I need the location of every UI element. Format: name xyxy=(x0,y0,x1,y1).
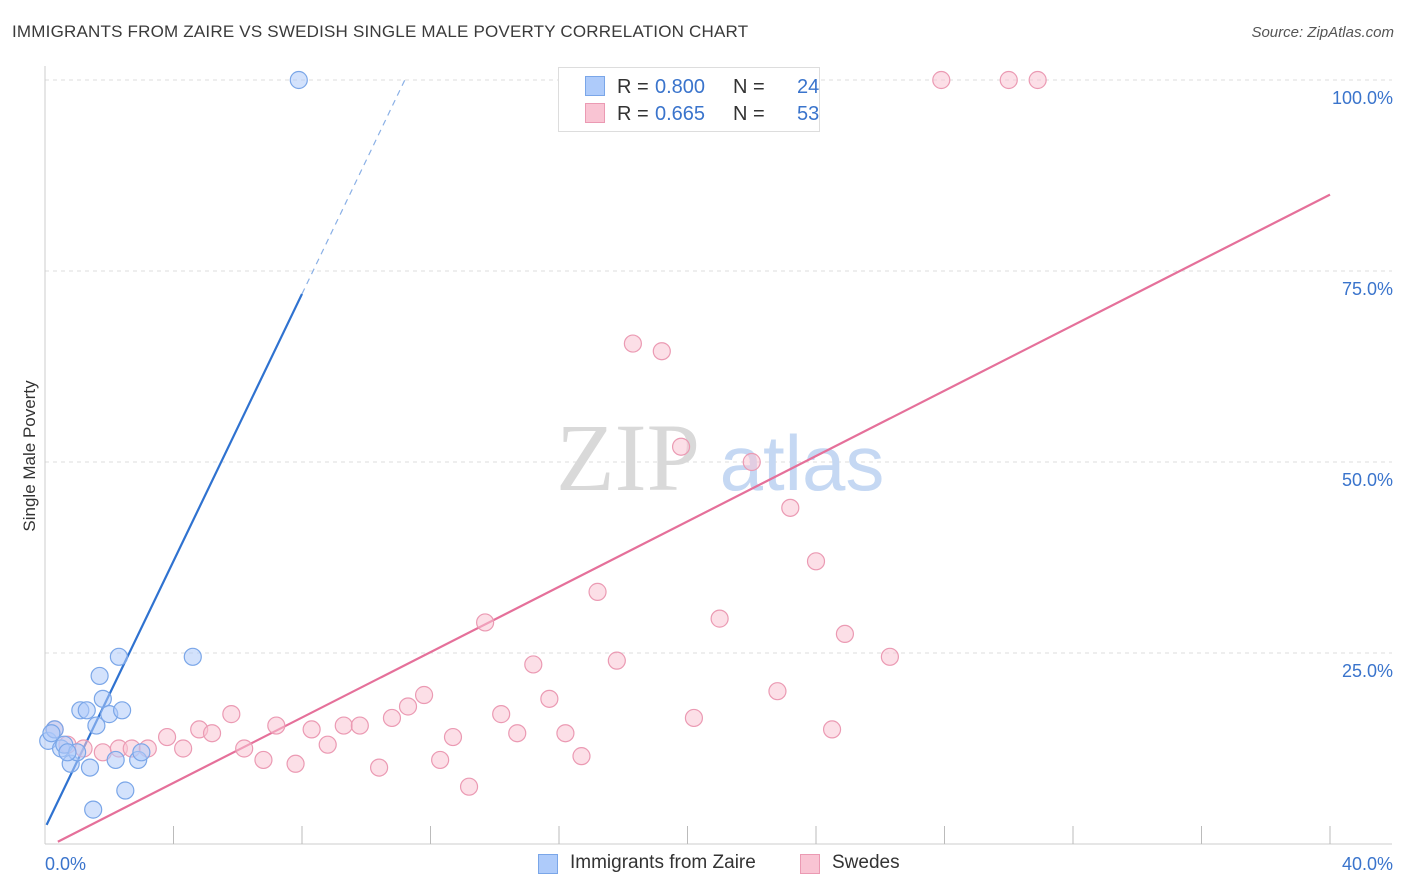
data-point-zaire xyxy=(84,800,103,819)
data-point-zaire xyxy=(116,781,135,800)
data-point-swedes xyxy=(157,727,177,747)
bottom-legend-label-swedes: Swedes xyxy=(832,852,900,873)
data-point-swedes xyxy=(286,754,305,773)
y-tick-label: 25.0% xyxy=(1342,661,1393,681)
data-point-zaire xyxy=(132,743,151,762)
legend-n-value: 53 xyxy=(797,103,820,125)
bottom-legend-swatch-swedes xyxy=(800,854,820,874)
legend-n-label: N = xyxy=(733,103,765,125)
data-point-swedes xyxy=(710,609,729,628)
data-point-zaire xyxy=(112,701,132,720)
data-point-swedes xyxy=(443,727,463,747)
tick-label-layer: 25.0% 50.0% 75.0% 100.0% 0.0% 40.0% xyxy=(45,88,1393,874)
x-tick-label: 40.0% xyxy=(1342,854,1393,874)
data-point-swedes xyxy=(524,655,543,674)
data-point-swedes xyxy=(267,716,286,735)
data-point-zaire xyxy=(183,647,202,666)
data-point-swedes xyxy=(370,758,389,777)
data-point-swedes xyxy=(671,437,691,456)
y-tick-label: 75.0% xyxy=(1342,279,1393,299)
x-tick-label: 0.0% xyxy=(45,854,86,874)
data-point-swedes xyxy=(174,739,193,758)
trend-line-zaire-extension xyxy=(301,79,406,295)
data-point-zaire xyxy=(42,724,61,743)
data-point-swedes xyxy=(556,724,575,743)
data-point-zaire xyxy=(93,689,112,708)
legend-n-value: 24 xyxy=(797,76,820,98)
data-point-swedes xyxy=(781,498,800,517)
legend-swatch-swedes xyxy=(585,103,605,123)
legend-n-label: N = xyxy=(733,76,765,98)
data-point-swedes xyxy=(350,716,369,735)
data-point-swedes xyxy=(822,720,842,739)
data-point-zaire xyxy=(90,666,109,686)
data-point-swedes xyxy=(607,651,626,670)
legend-r-label: R = xyxy=(617,103,649,125)
legend-r-label: R = xyxy=(617,76,649,98)
data-point-zaire xyxy=(106,750,125,770)
data-point-zaire xyxy=(289,70,308,90)
legend-box: R = 0.800 N = 24 R = 0.665 N = 53 xyxy=(558,67,820,132)
data-point-swedes xyxy=(1028,70,1047,90)
data-point-swedes xyxy=(652,342,671,361)
data-point-swedes xyxy=(999,70,1018,90)
bottom-legend-label-zaire: Immigrants from Zaire xyxy=(570,852,756,873)
watermark: ZIP atlas xyxy=(556,404,884,511)
trend-line-zaire xyxy=(45,293,303,826)
data-point-zaire xyxy=(87,716,106,735)
trend-layer xyxy=(45,79,1331,843)
axis-layer xyxy=(44,66,1392,845)
chart-title: IMMIGRANTS FROM ZAIRE VS SWEDISH SINGLE … xyxy=(12,22,749,41)
y-tick-label: 50.0% xyxy=(1342,470,1393,490)
data-point-zaire xyxy=(58,743,77,762)
data-point-swedes xyxy=(768,682,787,701)
data-point-swedes xyxy=(459,777,479,796)
points-layer xyxy=(39,70,1047,819)
data-point-swedes xyxy=(932,70,951,90)
data-point-swedes xyxy=(476,613,495,632)
data-point-swedes xyxy=(623,334,642,353)
data-point-swedes xyxy=(431,750,450,770)
bottom-legend-swatch-zaire xyxy=(538,854,558,874)
data-point-swedes xyxy=(835,624,855,644)
data-point-swedes xyxy=(540,689,559,708)
data-point-zaire xyxy=(80,758,100,777)
data-point-swedes xyxy=(508,724,527,743)
data-point-swedes xyxy=(588,582,607,601)
legend-r-value: 0.800 xyxy=(655,76,706,98)
data-point-swedes xyxy=(222,705,241,724)
data-point-swedes xyxy=(254,750,273,770)
data-point-zaire xyxy=(77,701,96,720)
data-point-swedes xyxy=(398,697,418,716)
data-point-swedes xyxy=(235,739,254,758)
y-tick-label: 100.0% xyxy=(1332,88,1393,108)
data-point-swedes xyxy=(742,452,761,472)
data-point-swedes xyxy=(880,647,899,666)
data-point-swedes xyxy=(302,720,321,739)
data-point-zaire xyxy=(109,647,128,666)
legend-r-value: 0.665 xyxy=(655,103,706,125)
data-point-swedes xyxy=(382,708,402,728)
trend-line-swedes xyxy=(57,193,1331,843)
data-point-swedes xyxy=(492,705,511,724)
data-point-swedes xyxy=(334,716,353,735)
data-point-swedes xyxy=(684,708,704,728)
grid-layer xyxy=(45,79,1392,654)
watermark-zip: ZIP xyxy=(556,404,700,511)
data-point-swedes xyxy=(806,552,826,571)
data-point-swedes xyxy=(202,724,222,743)
chart-source: Source: ZipAtlas.com xyxy=(1251,24,1394,41)
legend-swatch-zaire xyxy=(585,76,605,96)
data-point-swedes xyxy=(318,735,337,754)
data-point-swedes xyxy=(572,747,591,766)
data-point-swedes xyxy=(414,685,434,705)
